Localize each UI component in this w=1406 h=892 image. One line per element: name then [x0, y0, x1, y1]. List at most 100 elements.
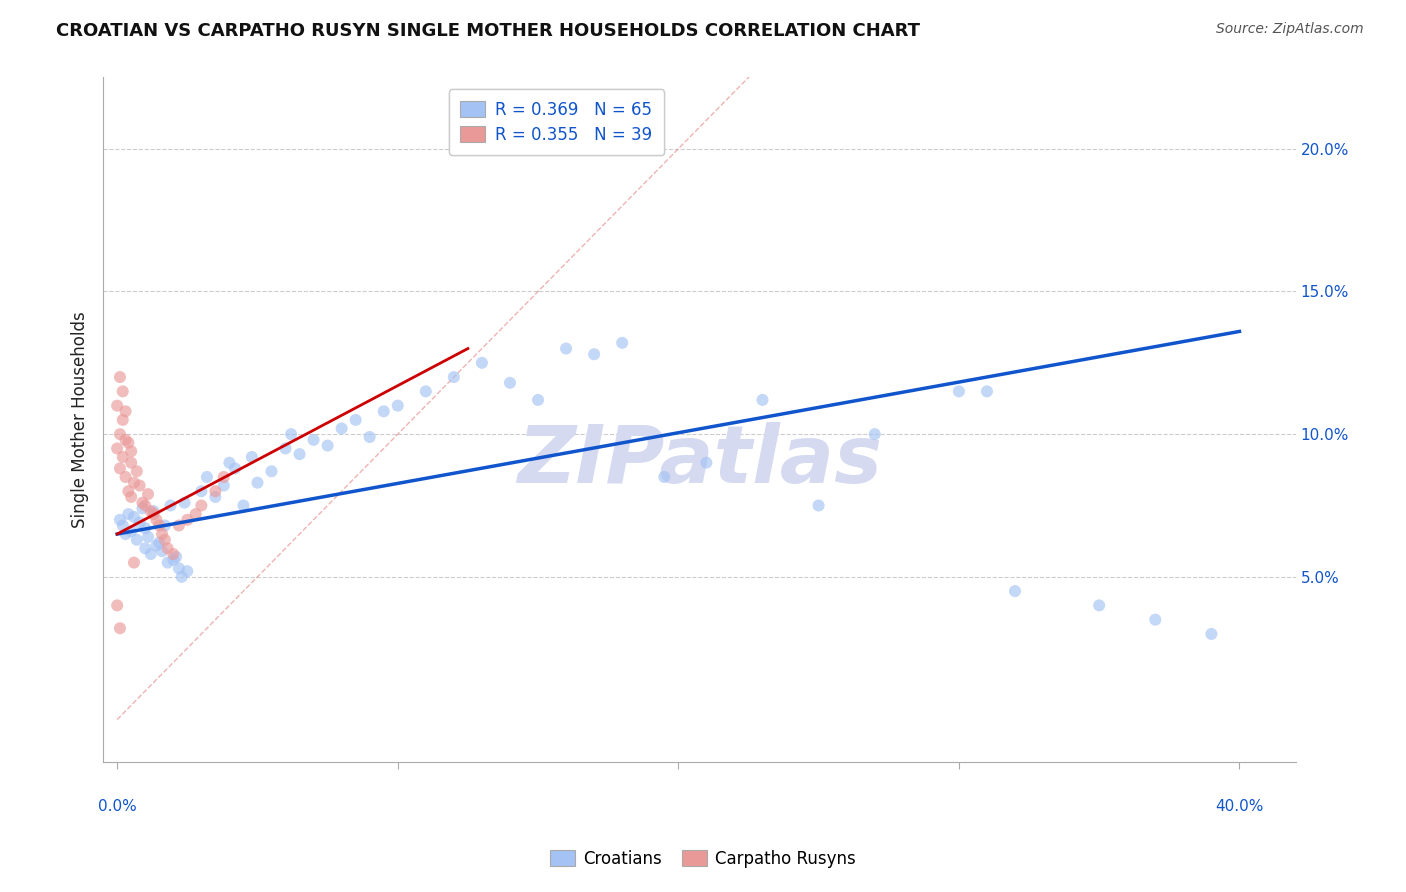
Point	[153, 518, 176, 533]
Point	[1088, 599, 1111, 613]
Point	[111, 518, 134, 533]
Point	[142, 507, 165, 521]
Point	[111, 450, 134, 464]
Point	[134, 541, 156, 556]
Legend: R = 0.369   N = 65, R = 0.355   N = 39: R = 0.369 N = 65, R = 0.355 N = 39	[449, 89, 664, 155]
Point	[111, 384, 134, 399]
Point	[555, 342, 578, 356]
Point	[359, 430, 381, 444]
Point	[145, 539, 167, 553]
Y-axis label: Single Mother Households: Single Mother Households	[72, 311, 89, 528]
Point	[190, 484, 212, 499]
Point	[246, 475, 269, 490]
Point	[204, 484, 226, 499]
Point	[122, 556, 145, 570]
Point	[108, 370, 131, 384]
Text: 0.0%: 0.0%	[98, 799, 136, 814]
Point	[527, 392, 550, 407]
Point	[134, 521, 156, 535]
Point	[125, 464, 148, 478]
Point	[751, 392, 773, 407]
Point	[131, 501, 153, 516]
Point	[976, 384, 998, 399]
Point	[1201, 627, 1223, 641]
Point	[114, 527, 136, 541]
Point	[114, 433, 136, 447]
Text: ZIPatlas: ZIPatlas	[517, 422, 882, 500]
Point	[224, 461, 246, 475]
Point	[232, 499, 254, 513]
Point	[288, 447, 311, 461]
Point	[184, 507, 207, 521]
Point	[280, 427, 302, 442]
Point	[150, 544, 173, 558]
Point	[1004, 584, 1026, 599]
Point	[165, 549, 187, 564]
Point	[108, 513, 131, 527]
Point	[948, 384, 970, 399]
Point	[148, 535, 170, 549]
Point	[156, 556, 179, 570]
Point	[136, 530, 159, 544]
Point	[373, 404, 395, 418]
Point	[153, 533, 176, 547]
Point	[162, 553, 184, 567]
Point	[108, 427, 131, 442]
Point	[139, 504, 162, 518]
Point	[108, 621, 131, 635]
Point	[159, 499, 181, 513]
Point	[120, 490, 142, 504]
Point	[863, 427, 886, 442]
Point	[807, 499, 830, 513]
Point	[105, 399, 128, 413]
Point	[125, 533, 148, 547]
Point	[162, 547, 184, 561]
Point	[114, 470, 136, 484]
Point	[117, 507, 139, 521]
Point	[108, 461, 131, 475]
Point	[1144, 613, 1167, 627]
Point	[136, 487, 159, 501]
Point	[695, 456, 717, 470]
Point	[150, 527, 173, 541]
Point	[443, 370, 465, 384]
Point	[122, 510, 145, 524]
Point	[499, 376, 522, 390]
Point	[120, 456, 142, 470]
Point	[105, 599, 128, 613]
Point	[274, 442, 297, 456]
Point	[387, 399, 409, 413]
Point	[139, 547, 162, 561]
Text: Source: ZipAtlas.com: Source: ZipAtlas.com	[1216, 22, 1364, 37]
Point	[583, 347, 606, 361]
Point	[212, 478, 235, 492]
Point	[176, 564, 198, 578]
Point	[260, 464, 283, 478]
Point	[117, 484, 139, 499]
Point	[173, 496, 195, 510]
Point	[344, 413, 367, 427]
Point	[195, 470, 218, 484]
Point	[128, 478, 150, 492]
Point	[204, 490, 226, 504]
Point	[128, 516, 150, 530]
Point	[148, 518, 170, 533]
Point	[111, 413, 134, 427]
Point	[652, 470, 675, 484]
Point	[316, 439, 339, 453]
Text: CROATIAN VS CARPATHO RUSYN SINGLE MOTHER HOUSEHOLDS CORRELATION CHART: CROATIAN VS CARPATHO RUSYN SINGLE MOTHER…	[56, 22, 921, 40]
Point	[167, 561, 190, 575]
Point	[302, 433, 325, 447]
Point	[190, 499, 212, 513]
Point	[170, 570, 193, 584]
Point	[120, 524, 142, 539]
Point	[114, 404, 136, 418]
Point	[167, 518, 190, 533]
Text: 40.0%: 40.0%	[1215, 799, 1264, 814]
Point	[415, 384, 437, 399]
Point	[131, 496, 153, 510]
Point	[471, 356, 494, 370]
Point	[330, 421, 353, 435]
Point	[122, 475, 145, 490]
Point	[176, 513, 198, 527]
